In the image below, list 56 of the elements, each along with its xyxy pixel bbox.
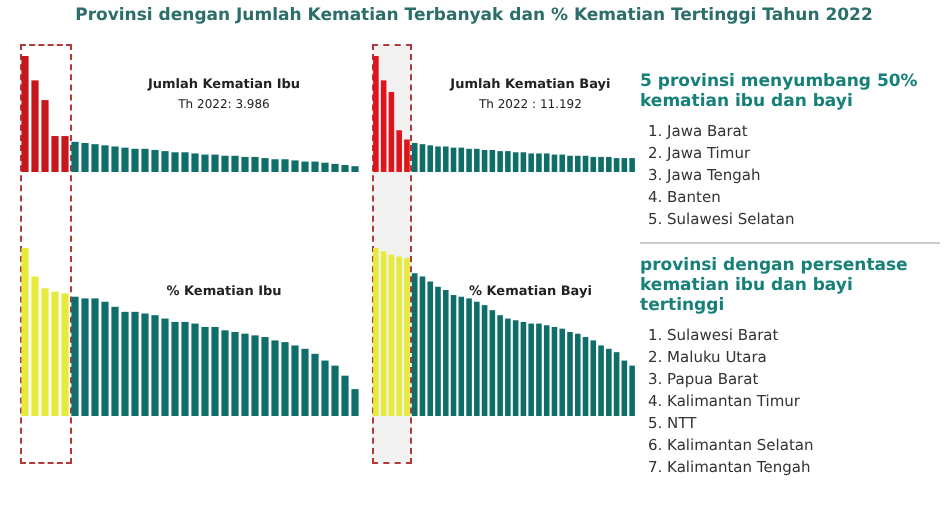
bar — [520, 152, 527, 172]
bar — [474, 301, 480, 416]
text: 5 provinsi menyumbang 50% kematian ibu dan bayi — [640, 72, 920, 112]
bar — [629, 158, 635, 172]
bar — [435, 286, 441, 416]
bar — [373, 248, 379, 416]
bar — [567, 155, 573, 172]
bar — [559, 154, 566, 172]
bar — [606, 156, 612, 172]
bar — [505, 151, 511, 172]
bar — [419, 144, 426, 172]
bar — [559, 328, 566, 416]
bar — [497, 151, 503, 172]
bar — [543, 153, 550, 172]
bar — [582, 337, 589, 416]
bar — [481, 305, 488, 416]
bar — [528, 323, 534, 416]
bar — [380, 251, 387, 416]
text: provinsi dengan persentase kematian ibu dan bayi tertinggi — [640, 256, 910, 316]
bar — [567, 332, 573, 416]
bar — [411, 143, 418, 172]
bar — [427, 281, 434, 416]
bar — [458, 147, 465, 172]
bar — [528, 153, 534, 172]
bar — [435, 146, 441, 172]
bar — [512, 152, 519, 172]
bar — [536, 153, 542, 172]
bar — [505, 318, 511, 416]
bar — [629, 365, 635, 416]
bar — [411, 273, 418, 416]
bar — [497, 315, 503, 416]
bar — [373, 56, 379, 172]
bar — [489, 310, 496, 416]
bar — [590, 340, 597, 416]
bar — [621, 158, 628, 172]
bar — [598, 156, 604, 172]
bar — [427, 145, 434, 172]
bar — [613, 158, 620, 172]
bar — [404, 258, 410, 416]
bar — [613, 352, 620, 416]
bar — [442, 290, 449, 416]
bar — [590, 156, 597, 172]
bar — [574, 155, 581, 172]
bar — [396, 256, 402, 416]
bar — [598, 345, 604, 416]
bar — [466, 148, 472, 172]
bar — [512, 320, 519, 416]
bar — [536, 323, 542, 416]
bar — [474, 148, 480, 172]
bar — [442, 146, 449, 172]
bar — [574, 333, 581, 416]
bar — [458, 296, 465, 416]
bar — [543, 325, 550, 416]
text: Provinsi dengan Jumlah Kematian Terbanyak dan % Kematian Tertinggi Tahun 2022 — [73, 6, 875, 26]
bar — [606, 348, 612, 416]
bar — [466, 298, 472, 416]
